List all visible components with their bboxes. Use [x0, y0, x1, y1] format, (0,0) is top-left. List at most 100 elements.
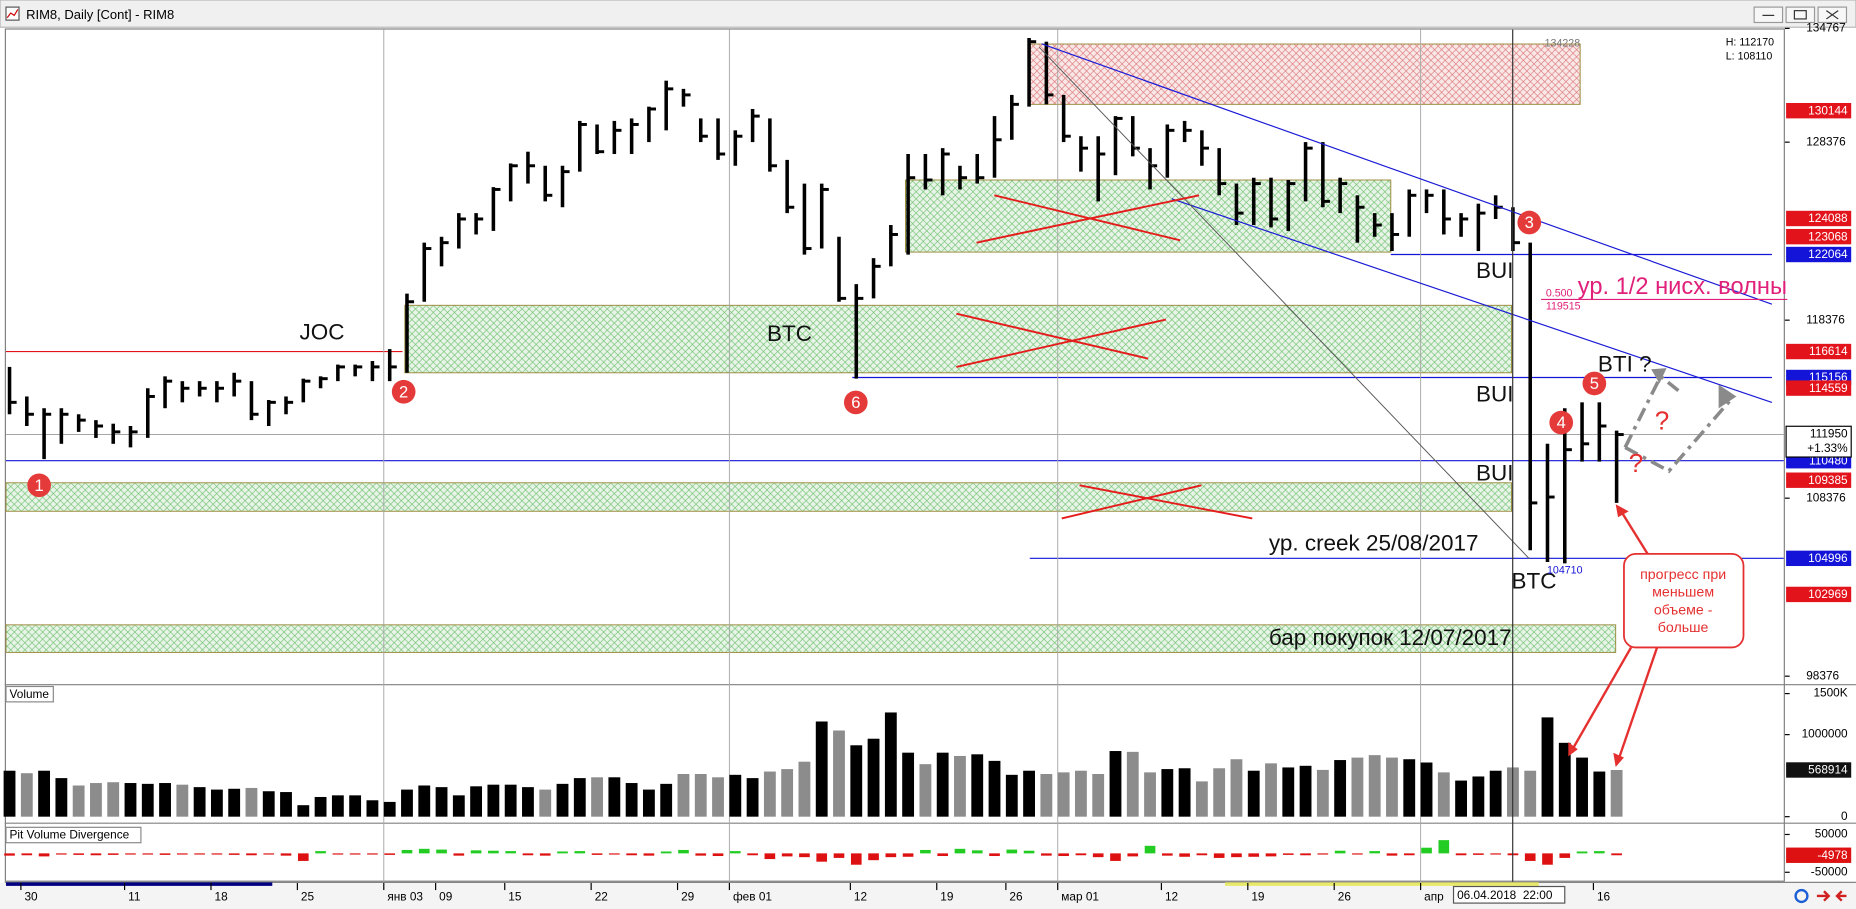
level-label: 123068: [1808, 229, 1848, 243]
x-tick-label: 15: [508, 889, 522, 903]
projection-arrowheads: [1651, 368, 1737, 409]
bar: [1231, 853, 1242, 858]
bar: [1161, 853, 1173, 856]
point-markers: [27, 210, 1607, 498]
bar: [418, 848, 430, 854]
toolbar-icons: [1794, 888, 1847, 904]
bar: [850, 745, 863, 817]
bar: [919, 764, 932, 817]
bar: [1611, 853, 1622, 856]
bar: [763, 771, 776, 817]
bar: [1075, 770, 1087, 817]
bar: [1161, 769, 1174, 817]
annotation: JOC: [300, 320, 345, 345]
annotation: BUI: [1476, 381, 1513, 406]
bar: [1316, 769, 1329, 817]
x-tick-label: фев 01: [733, 889, 772, 903]
bar: [1006, 849, 1018, 854]
bar: [1213, 768, 1226, 817]
bar: [1541, 717, 1554, 817]
bar: [1437, 772, 1450, 817]
level-label-box: [1786, 102, 1852, 119]
bar: [764, 853, 776, 860]
zone: [404, 304, 1512, 374]
bar: [1282, 853, 1294, 855]
bar: [297, 805, 310, 817]
x-tick-label: 09: [439, 889, 453, 903]
bar: [1230, 759, 1243, 817]
y-tick-label: 108376: [1806, 490, 1846, 504]
level-label-box: [1786, 380, 1852, 396]
bar: [1040, 774, 1053, 817]
bar: [833, 730, 845, 817]
bar: [262, 791, 275, 817]
bar: [1213, 853, 1225, 858]
fib-price: 119515: [1546, 300, 1581, 312]
bar: [1023, 850, 1035, 854]
bar: [1455, 780, 1468, 817]
level-label: 130144: [1808, 103, 1848, 117]
fib-level: 0.500: [1546, 287, 1573, 299]
bar: [1299, 765, 1312, 817]
bar: [159, 783, 171, 817]
maximize-button[interactable]: [1785, 6, 1816, 24]
bar: [591, 777, 603, 817]
bar: [367, 853, 378, 855]
bar: [159, 853, 171, 855]
y-tick-label: 134767: [1806, 21, 1845, 35]
bar: [574, 851, 586, 854]
x-tick-label: 29: [681, 889, 695, 903]
bar: [194, 853, 205, 855]
bar: [384, 853, 396, 855]
bar: [1403, 759, 1416, 817]
y-tick-label: 1500K: [1813, 686, 1847, 700]
bar: [1023, 770, 1035, 817]
bar: [3, 770, 16, 817]
bar: [660, 851, 672, 854]
bar: [177, 853, 188, 855]
bar: [245, 787, 258, 817]
bar: [193, 787, 206, 817]
callout-text: больше: [1658, 620, 1709, 636]
bar: [211, 853, 223, 855]
bar: [331, 795, 344, 817]
bar: [1109, 751, 1122, 817]
bar: [20, 773, 33, 817]
bar: [297, 853, 309, 861]
bar: [712, 853, 724, 857]
point-label: 1: [35, 476, 44, 495]
bar: [90, 853, 102, 856]
x-tick-label: 11: [128, 889, 140, 903]
x-tick-label: 12: [854, 889, 867, 903]
last-value-label: -4978: [1817, 848, 1848, 862]
bar: [72, 785, 85, 817]
bar: [677, 774, 690, 817]
bar: [954, 848, 966, 854]
current-price-box: [1785, 425, 1852, 458]
pane-title-box: [5, 826, 142, 844]
level-label: 114559: [1809, 381, 1848, 395]
bar: [1317, 853, 1329, 855]
plot-frame: [4, 28, 1785, 882]
cursor-time-box: [1452, 885, 1566, 904]
bar: [210, 789, 223, 817]
bar: [1057, 772, 1070, 817]
x-tick-label: мар 01: [1061, 889, 1099, 903]
bar: [1058, 853, 1069, 857]
bar: [1576, 757, 1588, 817]
bar: [1041, 853, 1052, 856]
bar: [1368, 755, 1381, 817]
bar: [1594, 851, 1605, 854]
bar: [280, 792, 292, 817]
bar: [781, 853, 793, 857]
bar: [1075, 853, 1087, 856]
bar: [107, 782, 120, 817]
bar: [988, 760, 1001, 817]
point-label: 4: [1557, 413, 1566, 432]
annotation: BUI: [1476, 461, 1513, 486]
bar: [1144, 845, 1156, 854]
level-label-box: [1786, 472, 1852, 488]
bar: [488, 850, 499, 854]
bar: [920, 849, 931, 854]
